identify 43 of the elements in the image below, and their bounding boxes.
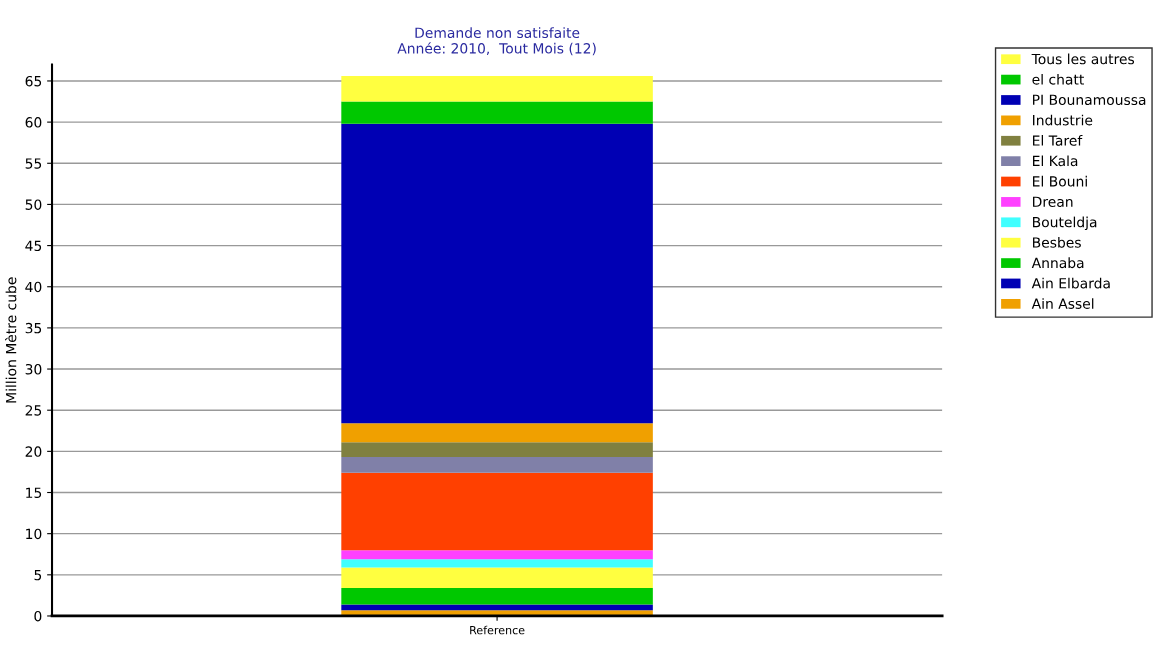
legend-label: El Bouni (1033, 175, 1087, 187)
y-tick-label: 15 (26, 487, 42, 498)
y-tick-label: 5 (34, 569, 42, 581)
bar (341, 472, 653, 551)
bar (341, 604, 653, 611)
y-axis-title: Million Mètre cube (5, 277, 17, 403)
y-tick-label: 65 (25, 75, 42, 87)
chart-title: Demande non satisfaite (415, 27, 580, 39)
y-tick-label: 50 (25, 199, 42, 210)
y-tick-label: 30 (25, 364, 42, 375)
y-tick-label: 10 (26, 528, 42, 540)
y-tick-label: 0 (34, 610, 42, 622)
legend-label: Tous les autres (1031, 53, 1135, 65)
y-tick-label: 40 (25, 281, 42, 293)
y-tick-label: 55 (25, 158, 42, 169)
bar (341, 423, 653, 443)
legend-label: Bouteldja (1033, 216, 1097, 231)
y-tick-label: 35 (25, 322, 42, 334)
legend-label: El Taref (1033, 135, 1083, 146)
bar (341, 442, 653, 458)
x-tick-label: Reference (470, 625, 525, 635)
bar (341, 76, 653, 102)
legend-label: El Kala (1033, 155, 1078, 167)
y-tick-label: 45 (25, 240, 42, 252)
bar (341, 587, 653, 605)
chart-subtitle: Année: 2010, Tout Mois (12) (397, 42, 596, 56)
legend-label: Ain Assel (1031, 298, 1094, 309)
legend-label: Annaba (1031, 257, 1084, 269)
legend-label: Besbes (1033, 236, 1081, 248)
legend-label: el chatt (1032, 73, 1084, 85)
y-tick-label: 20 (25, 446, 42, 457)
legend-label: Industrie (1033, 114, 1093, 126)
bar (341, 101, 653, 124)
bar (341, 550, 653, 560)
bar (341, 559, 653, 568)
bar (341, 457, 653, 473)
bar (341, 123, 653, 424)
y-tick-label: 60 (25, 117, 42, 128)
legend-label: Drean (1033, 196, 1073, 207)
legend-label: Ain Elbarda (1031, 277, 1110, 289)
legend-label: PI Bounamoussa (1033, 94, 1146, 106)
bar (341, 567, 653, 588)
y-tick-label: 25 (25, 405, 42, 416)
